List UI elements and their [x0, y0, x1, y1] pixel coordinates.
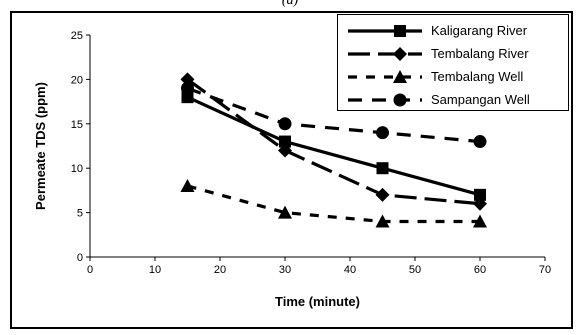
y-tick-label: 0	[77, 252, 83, 264]
series-circle	[181, 81, 487, 149]
legend-swatch-marker	[393, 93, 407, 107]
data-point-square	[376, 162, 389, 175]
y-tick-label: 5	[77, 208, 83, 220]
legend-swatch-square-icon	[348, 25, 422, 37]
x-ticks: 0 10 20 30 40 50 60 70	[87, 257, 551, 276]
legend: Kaligarang River Tembalang River Tembala…	[337, 14, 569, 111]
panel-label: (a)	[281, 0, 299, 8]
legend-swatch-marker	[394, 25, 406, 37]
data-point-circle	[376, 126, 389, 140]
series-line	[186, 78, 481, 206]
series-line	[186, 86, 481, 144]
data-point-square	[474, 188, 486, 201]
series-square	[181, 91, 486, 201]
y-tick-label: 25	[71, 30, 83, 42]
data-point-circle	[278, 117, 292, 131]
series-triangle	[180, 178, 487, 228]
series-layer	[180, 72, 487, 228]
chart-frame	[10, 11, 573, 329]
data-point-square	[181, 91, 194, 104]
y-tick-label: 20	[71, 74, 83, 86]
data-point-diamond	[375, 187, 390, 202]
data-point-square	[279, 135, 291, 148]
y-ticks: 0 5 10 15 20 25	[71, 30, 90, 264]
x-tick-label: 20	[214, 264, 226, 276]
legend-item-tembalang-well: Tembalang Well	[338, 65, 568, 89]
legend-swatch-diamond-icon	[348, 47, 422, 61]
x-tick-label: 10	[149, 264, 161, 276]
x-tick-label: 50	[409, 264, 421, 276]
legend-swatch-triangle-icon	[348, 70, 422, 83]
legend-swatch-circle-icon	[348, 93, 422, 107]
series-line	[186, 95, 481, 197]
legend-item-kaligarang: Kaligarang River	[338, 19, 568, 43]
legend-item-sampangan-well: Sampangan Well	[338, 88, 568, 112]
x-axis-label: Time (minute)	[275, 294, 360, 309]
legend-label: Sampangan Well	[431, 92, 530, 107]
x-tick-label: 30	[279, 264, 291, 276]
data-point-diamond	[278, 143, 292, 158]
x-tick-label: 60	[474, 264, 486, 276]
data-point-diamond	[473, 196, 487, 211]
legend-label: Kaligarang River	[431, 23, 528, 38]
x-tick-label: 0	[87, 264, 93, 276]
x-tick-label: 70	[539, 264, 551, 276]
series-line	[187, 184, 480, 224]
axes	[89, 35, 545, 258]
data-point-circle	[473, 135, 487, 149]
x-tick-label: 40	[344, 264, 356, 276]
data-point-triangle	[473, 214, 487, 228]
legend-swatch-marker	[393, 70, 407, 83]
legend-item-tembalang-river: Tembalang River	[338, 42, 568, 66]
legend-swatch-marker	[393, 47, 407, 61]
y-axis-label: Permeate TDS (ppm)	[33, 82, 48, 210]
legend-label: Tembalang Well	[431, 69, 524, 84]
data-point-triangle	[375, 214, 390, 228]
data-point-triangle	[278, 205, 292, 219]
data-point-circle	[181, 81, 194, 95]
y-tick-label: 10	[71, 163, 83, 175]
y-tick-label: 15	[71, 119, 83, 131]
legend-label: Tembalang River	[431, 46, 529, 61]
data-point-triangle	[180, 178, 195, 192]
